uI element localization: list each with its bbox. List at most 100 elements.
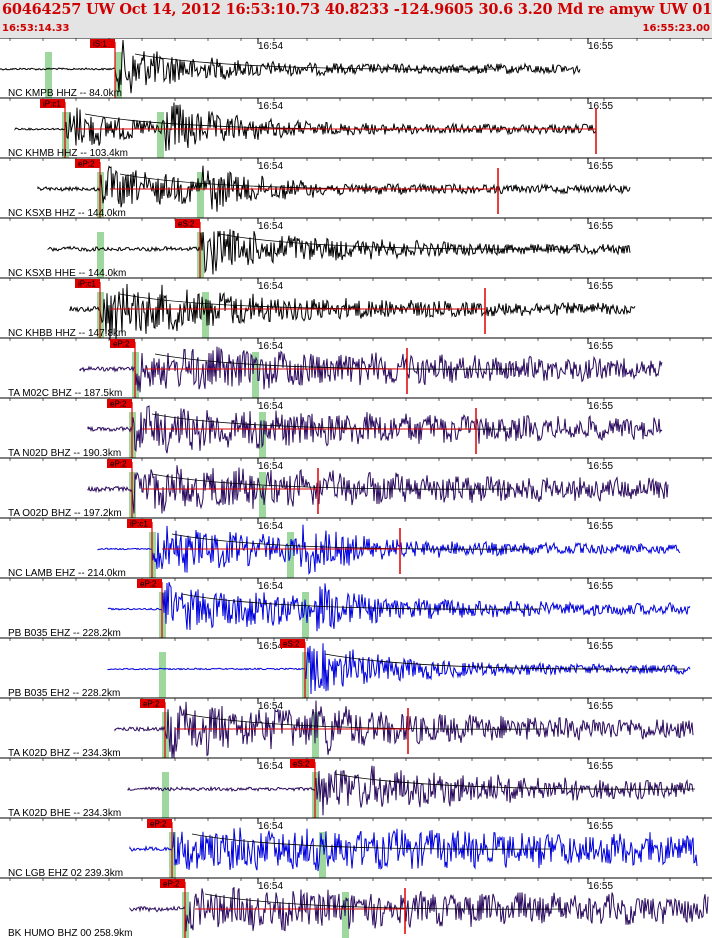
waveform [107,581,691,632]
trace-row[interactable]: 16:54 16:55 eP:2 TA K02D BHZ -- 234.3km [0,697,712,759]
coda-envelope [171,533,533,550]
pick-flag[interactable] [107,399,132,408]
pick-flag[interactable] [147,819,172,828]
minute-label: 16:55 [588,881,613,892]
station-label: TA M02C BHZ -- 187.5km [8,388,122,399]
pick-label: iP:c1 [130,520,148,529]
minute-label: 16:55 [588,341,613,352]
waveform [87,465,669,514]
trace-row[interactable]: 16:54 16:55 eP:2 BK HUMO BHZ 00 258.9km [0,877,712,938]
minute-label: 16:55 [588,101,613,112]
pick-flag[interactable] [75,279,100,288]
minute-label: 16:55 [588,461,613,472]
pick-label: iS:1 [93,40,107,49]
station-label: TA K02D BHZ -- 234.3km [8,748,121,759]
minute-label: 16:54 [258,341,283,352]
pick-flag[interactable] [110,339,135,348]
arrival-window [197,172,204,218]
end-time: 16:55:23.00 [642,23,710,34]
waveform [37,165,631,212]
trace-row[interactable]: 16:54 16:55 eS:2 PB B035 EH2 -- 228.2km [0,637,712,699]
pick-label: eP:2 [140,580,157,589]
coda-envelope [204,893,566,910]
minute-label: 16:55 [588,161,613,172]
station-label: NC KSXB HHZ -- 144.0km [8,208,126,219]
arrival-window [252,352,259,398]
minute-label: 16:55 [588,701,613,712]
pick-label: eP:2 [163,880,180,889]
coda-envelope [334,773,696,790]
pick-flag[interactable] [75,159,100,168]
waveform [87,405,663,454]
minute-label: 16:55 [588,281,613,292]
minute-label: 16:54 [258,881,283,892]
coda-envelope [151,473,513,490]
header-bar: 60464257 UW Oct 14, 2012 16:53:10.73 40.… [0,0,712,38]
coda-envelope [184,713,546,730]
minute-label: 16:55 [588,221,613,232]
minute-label: 16:55 [588,821,613,832]
minute-label: 16:55 [588,581,613,592]
station-label: TA K02D BHE -- 234.3km [8,808,121,819]
station-label: PB B035 EH2 -- 228.2km [8,688,120,699]
trace-row[interactable]: 16:54 16:55 iS:1 NC KMPB HHZ -- 84.0km [0,38,712,99]
pick-flag[interactable] [107,459,132,468]
pick-label: eP:2 [78,160,95,169]
event-title: 60464257 UW Oct 14, 2012 16:53:10.73 40.… [2,1,712,18]
trace-row[interactable]: 16:54 16:55 eS:2 NC KSXB HHE -- 144.0km [0,217,712,279]
minute-label: 16:54 [258,41,283,52]
trace-row[interactable]: 16:54 16:55 iP:c1 NC KHMB HHZ -- 103.4km [0,97,712,159]
coda-envelope [219,233,581,250]
pick-label: eP:2 [110,460,127,469]
pick-flag[interactable] [175,219,200,228]
coda-envelope [119,293,481,310]
arrival-window [45,52,52,98]
waveform [107,643,691,695]
pick-label: eP:2 [113,340,130,349]
station-label: TA N02D BHZ -- 190.3km [8,448,121,459]
waveform [97,524,681,575]
station-label: NC KHMB HHZ -- 103.4km [8,148,128,159]
trace-row[interactable]: 16:54 16:55 eP:2 TA N02D BHZ -- 190.3km [0,397,712,459]
station-label: NC LGB EHZ 02 239.3km [8,868,123,879]
trace-row[interactable]: 16:54 16:55 eP:2 TA O02D BHZ -- 197.2km [0,457,712,519]
trace-row[interactable]: 16:54 16:55 eP:2 NC LGB EHZ 02 239.3km [0,817,712,879]
trace-row[interactable]: 16:54 16:55 iP:c1 NC KHBB HHZ -- 147.8km [0,277,712,340]
trace-row[interactable]: 16:54 16:55 eP:2 NC KSXB HHZ -- 144.0km [0,157,712,219]
minute-label: 16:54 [258,101,283,112]
arrival-window [159,652,166,698]
pick-flag[interactable] [40,99,65,108]
trace-row[interactable]: 16:54 16:55 eS:2 TA K02D BHE -- 234.3km [0,757,712,819]
pick-flag[interactable] [127,519,152,528]
waveform [127,765,694,816]
trace-row[interactable]: 16:54 16:55 eP:2 TA M02C BHZ -- 187.5km [0,337,712,399]
pick-flag[interactable] [280,639,305,648]
coda-envelope [181,593,543,610]
minute-label: 16:55 [588,521,613,532]
waveform [129,886,709,932]
station-label: NC KSXB HHE -- 144.0km [8,268,126,279]
start-time: 16:53:14.33 [2,23,70,34]
pick-flag[interactable] [140,699,165,708]
trace-row[interactable]: 16:54 16:55 iP:c1 NC LAMB EHZ -- 214.0km [0,517,712,579]
pick-label: eP:2 [143,700,160,709]
minute-label: 16:54 [258,221,283,232]
minute-label: 16:54 [258,461,283,472]
minute-label: 16:54 [258,821,283,832]
arrival-window [97,232,104,278]
arrival-window [115,52,122,98]
minute-label: 16:54 [258,281,283,292]
waveform [129,827,698,872]
minute-label: 16:55 [588,641,613,652]
pick-flag[interactable] [137,579,162,588]
pick-label: eP:2 [150,820,167,829]
pick-label: iP:c1 [43,100,61,109]
pick-flag[interactable] [160,879,185,888]
station-label: NC KMPB HHZ -- 84.0km [8,88,122,99]
pick-flag[interactable] [90,39,115,48]
pick-label: eP:2 [110,400,127,409]
pick-flag[interactable] [290,759,315,768]
waveform [0,39,581,94]
trace-row[interactable]: 16:54 16:55 eP:2 PB B035 EHZ -- 228.2km [0,577,712,639]
